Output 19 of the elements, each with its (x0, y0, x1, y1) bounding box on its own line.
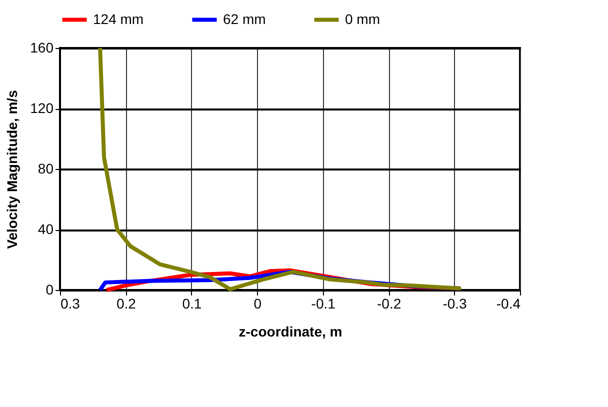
y-tick-label: 80 (38, 160, 54, 176)
x-tick-label: -0.3 (442, 296, 468, 312)
x-tick-label: 0 (254, 296, 262, 312)
legend-label: 62 mm (223, 10, 266, 27)
y-axis-title: Velocity Magnitude, m/s (4, 90, 20, 249)
x-tick-label: 0.3 (60, 296, 80, 312)
legend-label: 0 mm (345, 10, 380, 27)
y-tick-label: 160 (30, 40, 54, 56)
line-series (98, 46, 463, 292)
x-tick-label: 0.2 (116, 296, 136, 312)
x-axis-title: z-coordinate, m (238, 324, 342, 340)
y-tick-label: 0 (46, 282, 54, 298)
y-tick-label: 120 (30, 100, 54, 116)
legend-label: 124 mm (93, 10, 144, 27)
x-tick-label: 0.1 (182, 296, 202, 312)
x-tick-label: -0.4 (496, 296, 521, 312)
y-tick-label: 40 (38, 221, 54, 237)
x-tick-label: -0.2 (377, 296, 402, 312)
x-tick-label: -0.1 (311, 296, 336, 312)
